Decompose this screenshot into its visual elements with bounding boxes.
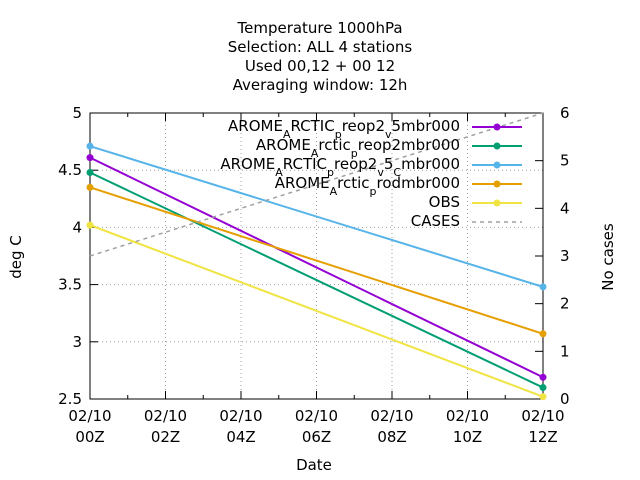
title-line-1: Temperature 1000hPa [236, 19, 402, 37]
title-line-4: Averaging window: 12h [233, 76, 408, 94]
series-point-2-1 [539, 283, 547, 291]
legend-marker-3 [493, 180, 501, 188]
series-line-4 [89, 224, 544, 398]
legend-label-0: AROMEARCTICpreop2v5mbr000 [228, 117, 460, 141]
legend-label-5: CASES [411, 212, 460, 230]
y-tick-label: 2.5 [58, 390, 82, 408]
legend: AROMEARCTICpreop2v5mbr000AROMEArcticpreo… [220, 117, 522, 230]
x-tick-label-date: 02/10 [446, 407, 489, 425]
legend-marker-1 [493, 142, 501, 150]
series-line-1 [89, 171, 544, 389]
y-tick-label: 5 [72, 104, 82, 122]
x-tick-label-date: 02/10 [521, 407, 564, 425]
series-line-5 [89, 112, 544, 257]
axes: 2.5 3 3.5 4 4.5 5 0 1 2 3 4 5 6 02/10 00Z 02/10 02Z 02/10… [58, 104, 569, 446]
x-tick-label-hour: 12Z [528, 428, 557, 446]
series-group [86, 112, 547, 401]
y2-tick-label: 1 [560, 342, 570, 360]
y2-axis-label: No cases [599, 223, 617, 291]
y2-tick-label: 5 [560, 152, 570, 170]
x-tick-label-date: 02/10 [370, 407, 413, 425]
x-tick-label-date: 02/10 [219, 407, 262, 425]
legend-label-3: AROMEArcticprodmbr000 [275, 174, 460, 198]
x-axis-label: Date [296, 456, 332, 474]
legend-marker-0 [493, 123, 501, 131]
series-point-4-1 [539, 393, 547, 401]
x-tick-label-hour: 06Z [302, 428, 331, 446]
y2-tick-label: 2 [560, 295, 570, 313]
series-point-1-0 [86, 168, 94, 176]
series-line-2 [89, 145, 544, 288]
series-point-1-1 [539, 384, 547, 392]
series-point-3-0 [86, 183, 94, 191]
legend-label-4: OBS [429, 193, 460, 211]
series-line-3 [89, 186, 544, 335]
series-point-0-0 [86, 154, 94, 162]
y2-tick-label: 4 [560, 199, 570, 217]
title-line-2: Selection: ALL 4 stations [228, 38, 413, 56]
legend-marker-4 [493, 199, 501, 207]
legend-marker-2 [493, 161, 501, 169]
y-tick-label: 4.5 [58, 161, 82, 179]
series-point-2-0 [86, 142, 94, 150]
x-tick-label-hour: 08Z [377, 428, 406, 446]
legend-label-1: AROMEArcticpreop2mbr000 [256, 136, 460, 160]
series-point-0-1 [539, 373, 547, 381]
chart-title: Temperature 1000hPa Selection: ALL 4 sta… [228, 19, 413, 94]
title-line-3: Used 00,12 + 00 12 [245, 57, 395, 75]
series-line-0 [89, 156, 544, 379]
y2-tick-label: 0 [560, 390, 570, 408]
y2-tick-label: 6 [560, 104, 570, 122]
x-tick-label-hour: 04Z [226, 428, 255, 446]
x-tick-label-date: 02/10 [295, 407, 338, 425]
y-tick-label: 4 [72, 218, 82, 236]
series-point-4-0 [86, 221, 94, 229]
x-tick-label-hour: 10Z [453, 428, 482, 446]
x-tick-label-hour: 02Z [151, 428, 180, 446]
y2-tick-label: 3 [560, 247, 570, 265]
y-tick-label: 3 [72, 333, 82, 351]
legend-label-2: AROMEARCTICpreop2v5Cmbr000 [220, 155, 460, 179]
series-point-3-1 [539, 330, 547, 338]
y-tick-label: 3.5 [58, 276, 82, 294]
x-tick-label-date: 02/10 [144, 407, 187, 425]
y-axis-label: deg C [7, 235, 25, 279]
x-tick-label-date: 02/10 [68, 407, 111, 425]
x-tick-label-hour: 00Z [75, 428, 104, 446]
